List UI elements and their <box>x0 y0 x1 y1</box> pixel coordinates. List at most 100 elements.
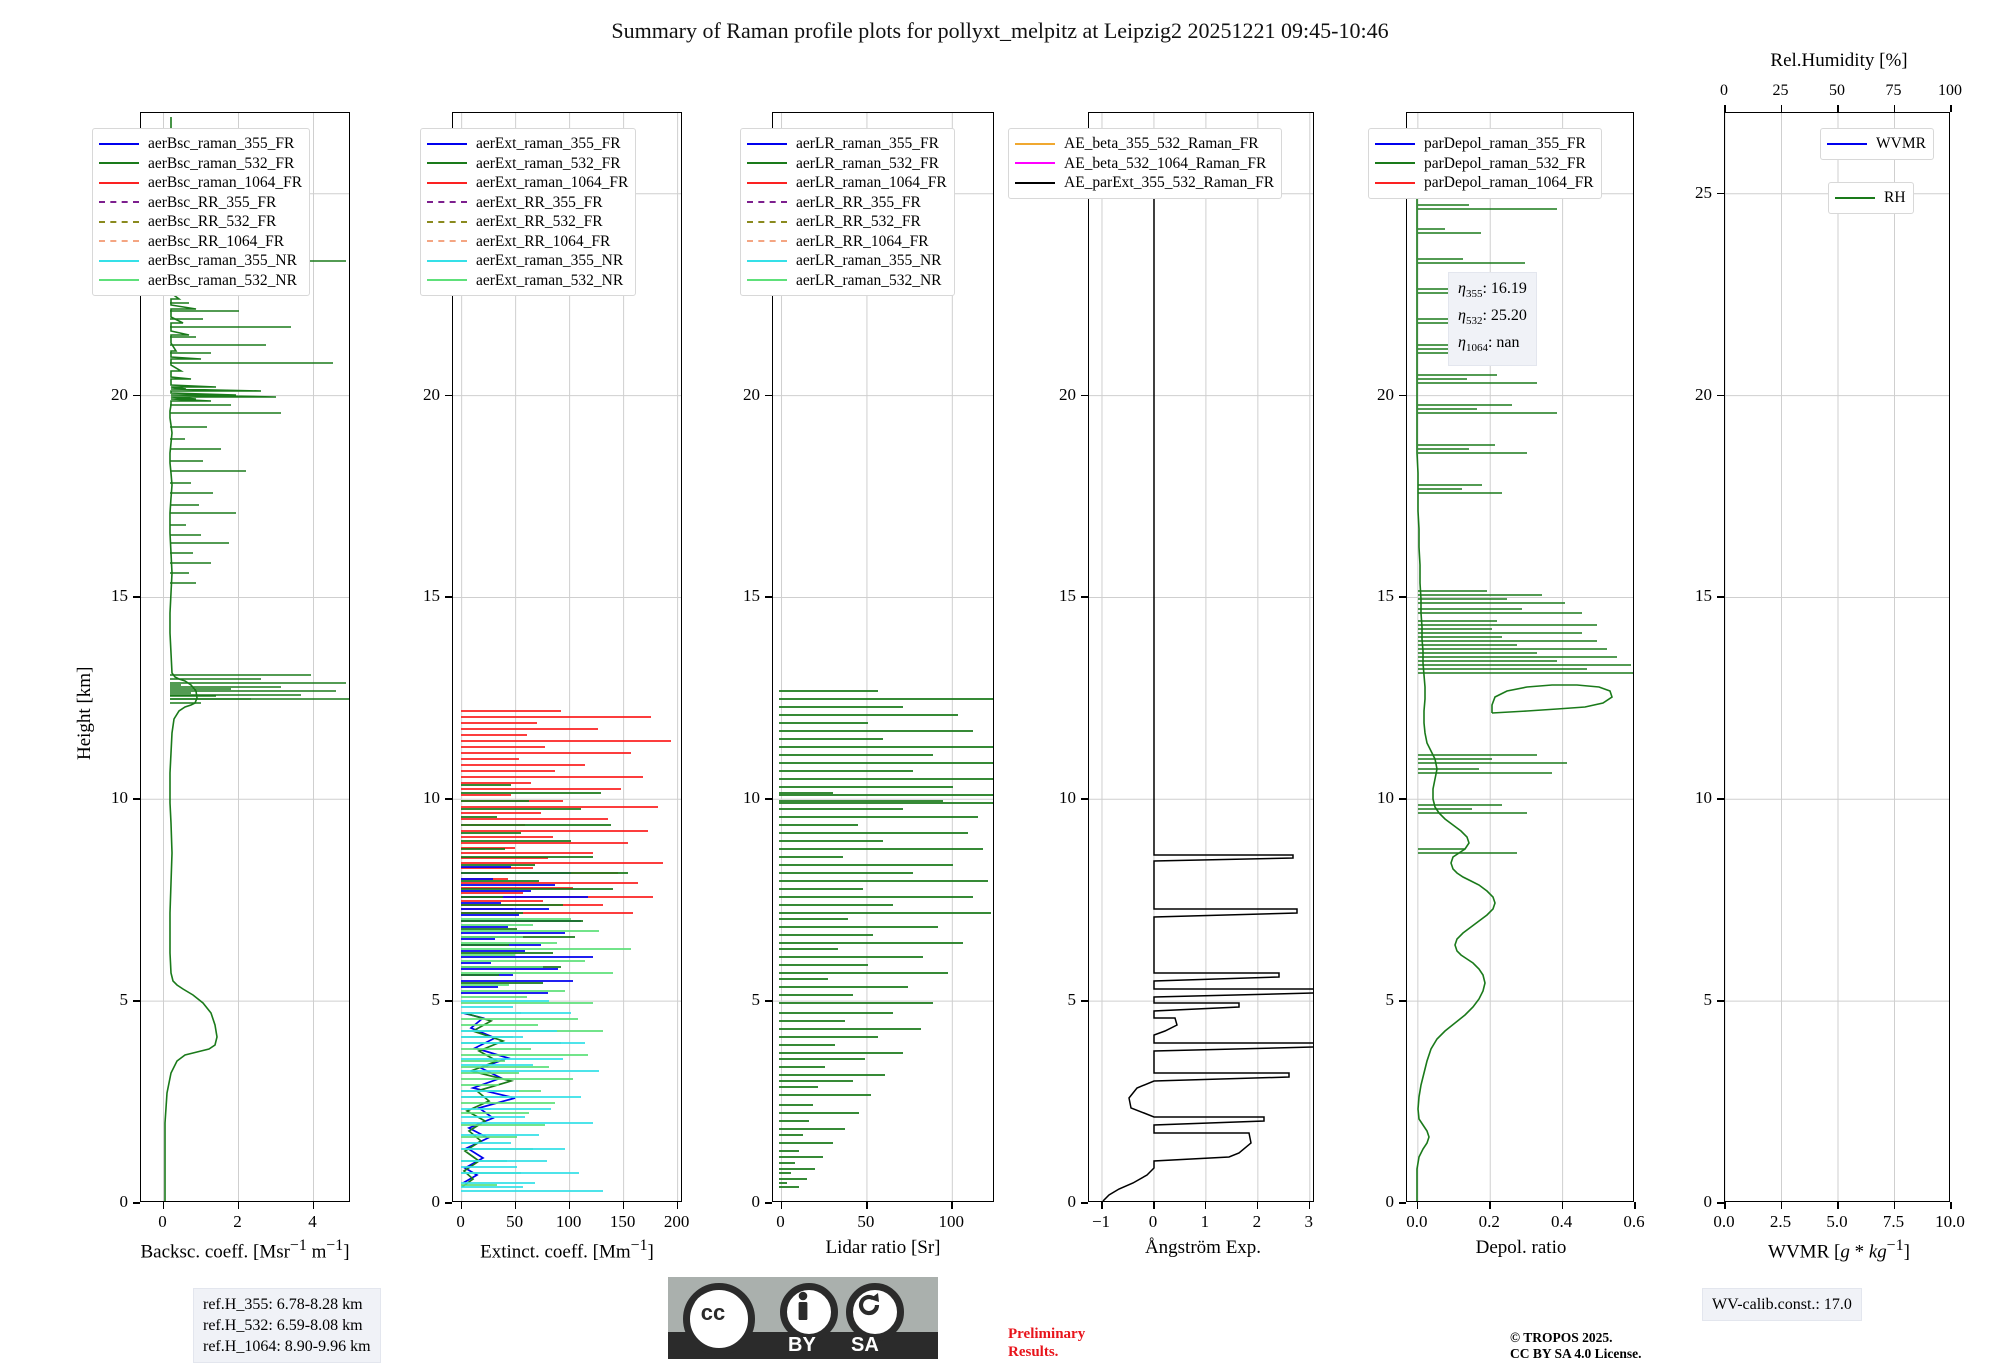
legend-line-swatch <box>1827 142 1867 145</box>
legend-line-swatch <box>99 220 139 223</box>
y-tick-label: 5 <box>119 990 129 1010</box>
eta-line-1: η355: 16.19 <box>1458 280 1527 301</box>
legend-wvmr[interactable]: WVMR <box>1820 128 1934 160</box>
legend-item[interactable]: aerLR_RR_355_FR <box>747 193 947 213</box>
legend-item[interactable]: aerBsc_raman_532_NR <box>99 271 302 291</box>
y-tick-label: 5 <box>751 990 761 1010</box>
legend-item[interactable]: aerLR_RR_1064_FR <box>747 232 947 252</box>
y-tick-mark <box>1717 596 1724 599</box>
x-tick-mark <box>1152 1202 1155 1209</box>
xlabel-angstroem: Ångström Exp. <box>1144 1237 1262 1258</box>
x-tick-label: 0 <box>456 1212 465 1231</box>
x-tick-mark <box>780 1202 783 1209</box>
y-tick-mark <box>445 1202 452 1204</box>
legend-item[interactable]: AE_parExt_355_532_Raman_FR <box>1015 173 1274 193</box>
legend-label: parDepol_raman_1064_FR <box>1424 174 1594 191</box>
legend-line-swatch <box>747 201 787 204</box>
y-tick-mark <box>1081 798 1088 800</box>
preliminary-line2: Results. <box>1008 1344 1059 1360</box>
x-tick-label: 2.5 <box>1769 1212 1792 1231</box>
x-tick-label: 0.2 <box>1478 1212 1500 1231</box>
y-tick-label: 0 <box>1703 1192 1713 1211</box>
legend-item[interactable]: parDepol_raman_532_FR <box>1375 154 1594 174</box>
legend-item[interactable]: aerLR_raman_1064_FR <box>747 173 947 193</box>
xlabel-depolarization: Depol. ratio <box>1475 1237 1567 1258</box>
legend-line-swatch <box>747 142 787 145</box>
legend-item[interactable]: aerExt_raman_355_FR <box>427 134 628 154</box>
y-tick-label: 15 <box>1695 586 1712 606</box>
legend-item[interactable]: aerBsc_RR_1064_FR <box>99 232 302 252</box>
x-tick-label: 0 <box>776 1212 785 1231</box>
legend-angstroem[interactable]: AE_beta_355_532_Raman_FR AE_beta_532_1064… <box>1008 128 1283 199</box>
legend-item[interactable]: aerExt_raman_532_NR <box>427 271 628 291</box>
legend-item[interactable]: aerExt_raman_532_FR <box>427 154 628 174</box>
y-tick-mark <box>1081 394 1088 397</box>
legend-item[interactable]: aerBsc_raman_1064_FR <box>99 173 302 193</box>
legend-item[interactable]: aerLR_raman_532_NR <box>747 271 947 291</box>
legend-item[interactable]: aerExt_raman_355_NR <box>427 251 628 271</box>
legend-item[interactable]: aerLR_raman_355_FR <box>747 134 947 154</box>
legend-line-swatch <box>99 181 139 184</box>
legend-label: aerBsc_raman_355_FR <box>148 135 295 152</box>
x-tick-mark <box>865 1202 868 1209</box>
legend-item[interactable]: aerExt_raman_1064_FR <box>427 173 628 193</box>
x-tick-label: 2 <box>1252 1212 1262 1231</box>
legend-item[interactable]: aerLR_RR_532_FR <box>747 212 947 232</box>
y-tick-label: 15 <box>111 586 128 606</box>
plot-area-angstroem[interactable] <box>1088 112 1314 1202</box>
tropos-line-2: CC BY SA 4.0 License. <box>1510 1346 1642 1361</box>
legend-item[interactable]: parDepol_raman_1064_FR <box>1375 173 1594 193</box>
y-tick-mark <box>133 394 140 397</box>
y-tick-label: 15 <box>1059 586 1076 606</box>
legend-item[interactable]: aerBsc_raman_355_FR <box>99 134 302 154</box>
legend-line-swatch <box>1375 181 1415 184</box>
y-tick-mark <box>1399 1000 1406 1002</box>
legend-line-swatch <box>427 240 467 243</box>
y-tick-mark <box>445 596 452 599</box>
legend-item[interactable]: aerLR_raman_532_FR <box>747 154 947 174</box>
legend-line-swatch <box>1375 142 1415 145</box>
legend-item[interactable]: AE_beta_355_532_Raman_FR <box>1015 134 1274 154</box>
legend-item[interactable]: aerExt_RR_532_FR <box>427 212 628 232</box>
annotation-line: WV-calib.const.: 17.0 <box>1712 1296 1852 1313</box>
x-tick-label: −1 <box>1091 1212 1111 1231</box>
legend-rh[interactable]: RH <box>1828 182 1914 214</box>
legend-label: aerBsc_RR_532_FR <box>148 213 277 230</box>
legend-depolarization[interactable]: parDepol_raman_355_FR parDepol_raman_532_… <box>1368 128 1602 199</box>
legend-item[interactable]: aerBsc_RR_355_FR <box>99 193 302 213</box>
legend-label: WVMR <box>1876 135 1926 152</box>
top-x-tick-mark <box>1780 105 1783 112</box>
top-x-tick-label: 75 <box>1885 82 1902 99</box>
legend-item[interactable]: aerBsc_RR_532_FR <box>99 212 302 232</box>
legend-label: AE_beta_532_1064_Raman_FR <box>1064 154 1267 172</box>
top-x-tick-mark <box>1837 105 1839 112</box>
legend-item[interactable]: aerExt_RR_1064_FR <box>427 232 628 252</box>
legend-line-swatch <box>427 279 467 282</box>
legend-item[interactable]: RH <box>1835 188 1906 208</box>
legend-backscatter[interactable]: aerBsc_raman_355_FR aerBsc_raman_532_FR ae… <box>92 128 311 296</box>
legend-label: aerExt_raman_532_NR <box>476 271 624 289</box>
y-tick-label: 10 <box>1377 788 1394 808</box>
legend-item[interactable]: WVMR <box>1827 134 1926 154</box>
legend-item[interactable]: parDepol_raman_355_FR <box>1375 134 1594 154</box>
plot-area-wvmr[interactable] <box>1724 112 1950 1202</box>
legend-extinction[interactable]: aerExt_raman_355_FR aerExt_raman_532_FR ae… <box>420 128 637 296</box>
y-tick-mark <box>1717 192 1724 195</box>
legend-lidar-ratio[interactable]: aerLR_raman_355_FR aerLR_raman_532_FR aerL… <box>740 128 955 296</box>
x-tick-mark <box>312 1202 315 1209</box>
y-tick-label: 15 <box>743 586 760 606</box>
legend-line-swatch <box>747 220 787 223</box>
x-tick-mark <box>568 1202 571 1209</box>
x-tick-label: 7.5 <box>1882 1212 1905 1231</box>
legend-item[interactable]: aerBsc_raman_532_FR <box>99 154 302 174</box>
legend-item[interactable]: aerLR_raman_355_NR <box>747 251 947 271</box>
preliminary-line1: Preliminary <box>1008 1326 1086 1342</box>
legend-item[interactable]: aerExt_RR_355_FR <box>427 193 628 213</box>
legend-line-swatch <box>427 162 467 165</box>
legend-label: aerLR_raman_532_NR <box>796 271 942 289</box>
legend-item[interactable]: aerBsc_raman_355_NR <box>99 251 302 271</box>
eta-line-2: η532: 25.20 <box>1458 307 1527 328</box>
x-tick-label: 50 <box>506 1212 524 1231</box>
legend-item[interactable]: AE_beta_532_1064_Raman_FR <box>1015 154 1274 174</box>
y-tick-label: 0 <box>1385 1192 1395 1211</box>
